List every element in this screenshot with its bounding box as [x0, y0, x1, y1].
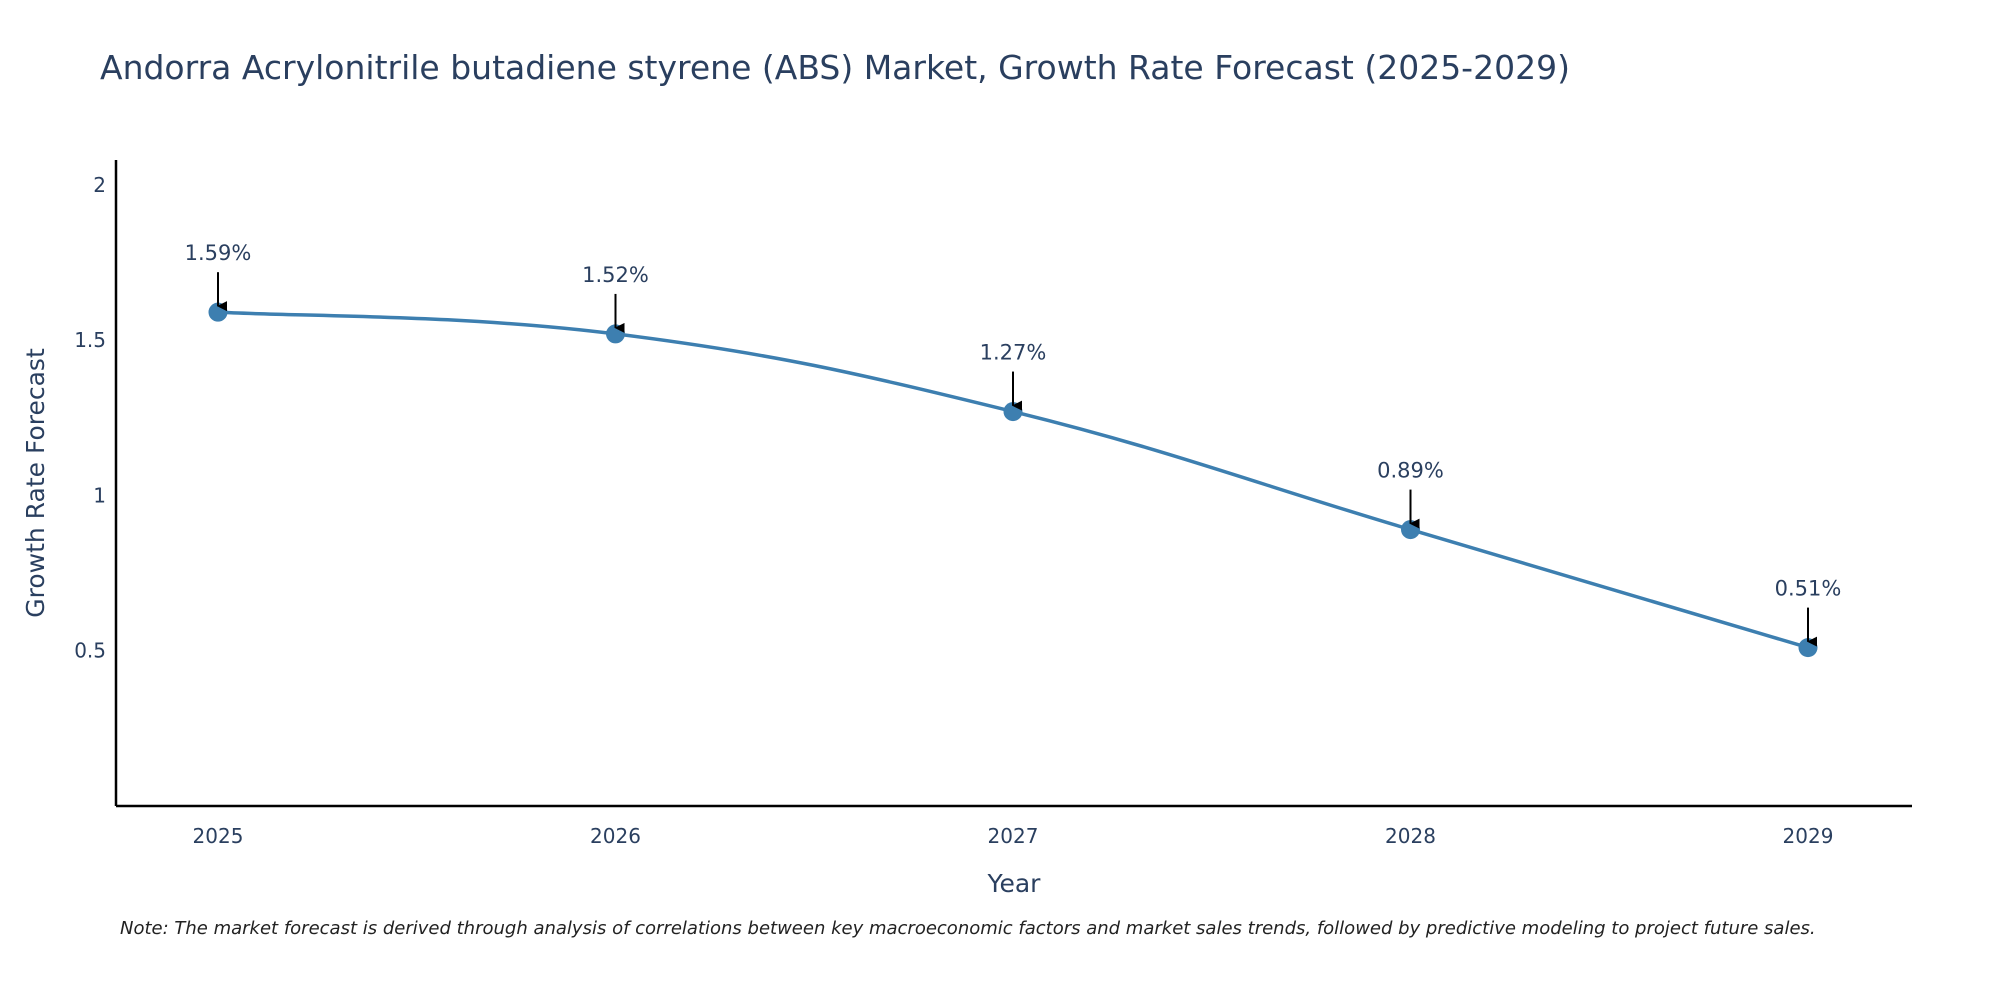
data-label: 0.89%	[1377, 459, 1444, 483]
x-tick-label: 2026	[590, 824, 641, 848]
data-label: 1.27%	[980, 341, 1047, 365]
x-tick-label: 2029	[1783, 824, 1834, 848]
y-axis-title: Growth Rate Forecast	[21, 348, 50, 618]
data-label: 1.52%	[582, 263, 649, 287]
data-label: 0.51%	[1775, 577, 1842, 601]
y-tick-label: 1.5	[74, 328, 106, 352]
data-label: 1.59%	[185, 241, 252, 265]
x-tick-label: 2025	[193, 824, 244, 848]
chart-title: Andorra Acrylonitrile butadiene styrene …	[100, 48, 1570, 87]
x-tick-label: 2028	[1385, 824, 1436, 848]
y-tick-label: 1	[93, 483, 106, 507]
y-tick-label: 0.5	[74, 639, 106, 663]
chart-note: Note: The market forecast is derived thr…	[120, 918, 1816, 939]
x-tick-label: 2027	[988, 824, 1039, 848]
y-tick-label: 2	[93, 173, 106, 197]
x-axis-title: Year	[987, 869, 1042, 898]
